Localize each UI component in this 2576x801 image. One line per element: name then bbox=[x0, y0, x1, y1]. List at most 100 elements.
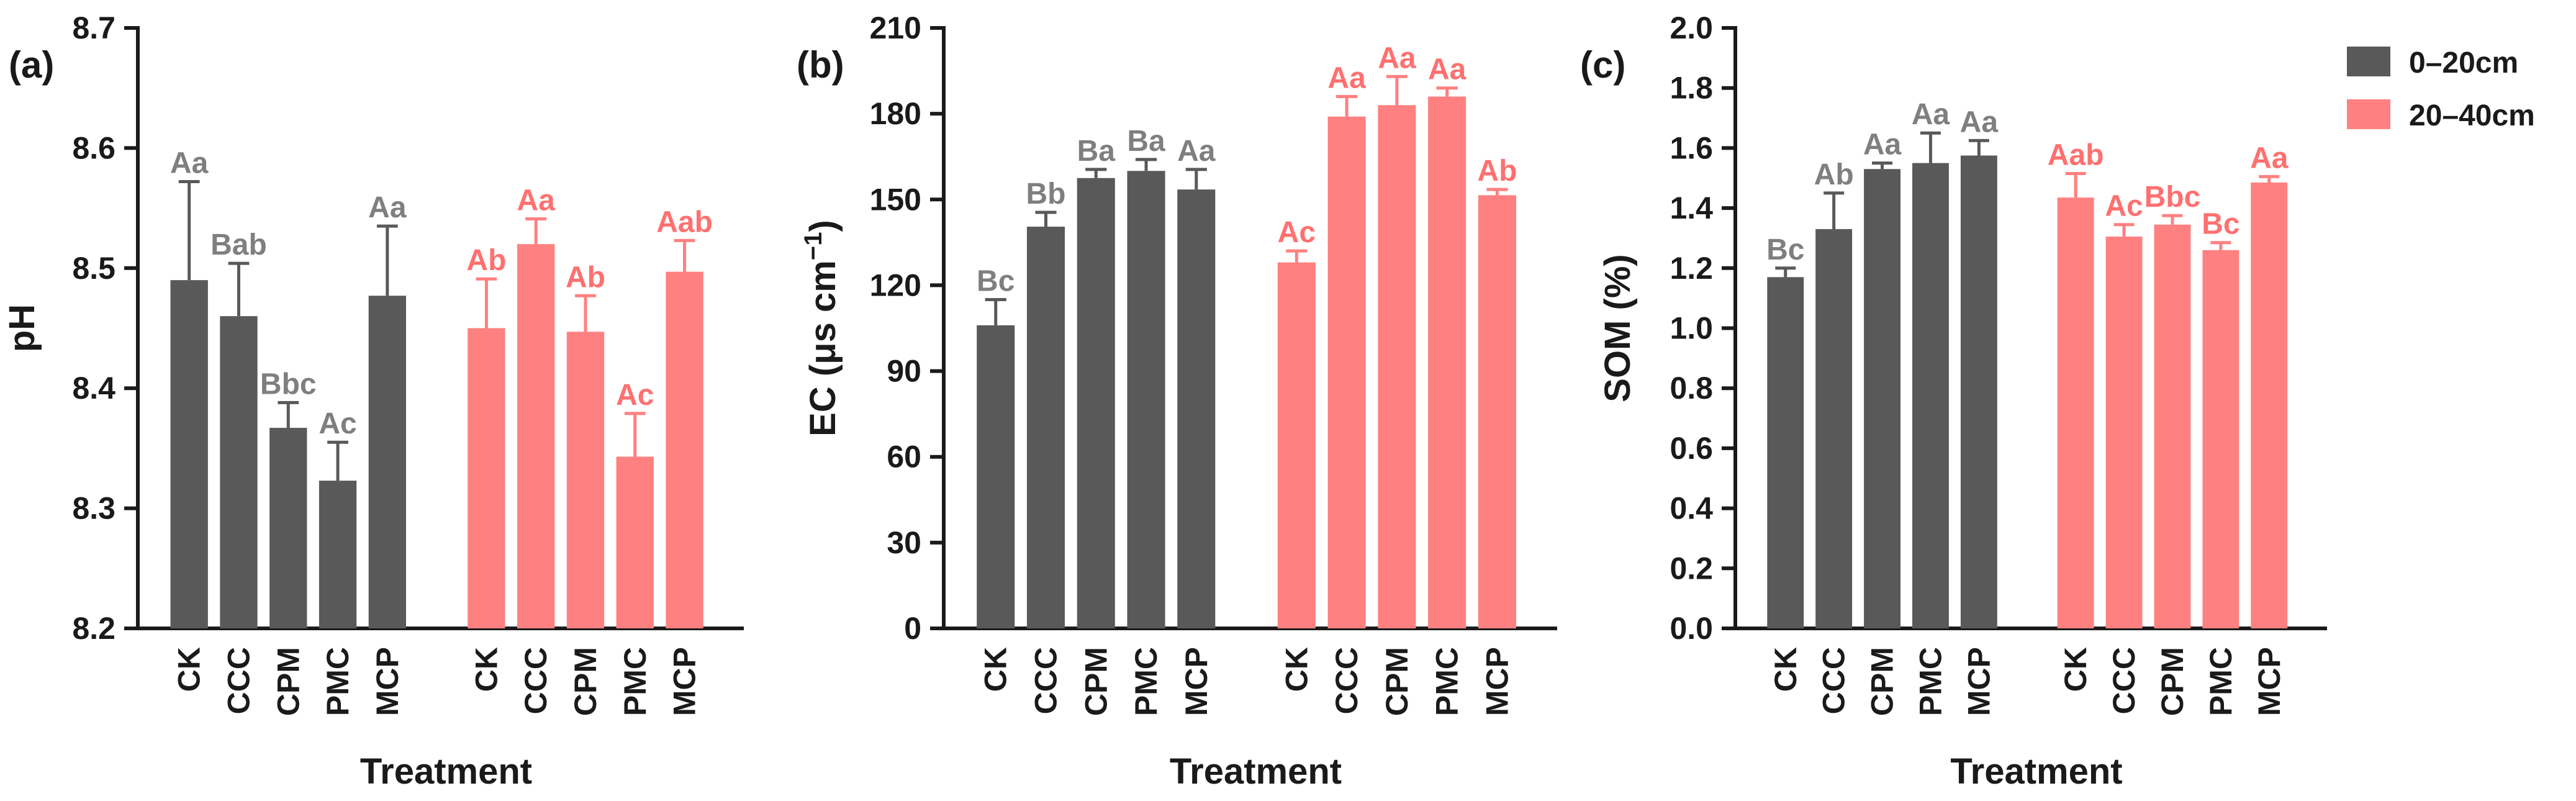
y-tick-label: 8.6 bbox=[72, 130, 115, 165]
y-tick-label: 1.2 bbox=[1670, 251, 1713, 286]
significance-label: Ac bbox=[319, 407, 356, 440]
significance-label: Ab bbox=[1477, 155, 1517, 188]
bar bbox=[1026, 227, 1065, 628]
category-label: PMC bbox=[1430, 647, 1465, 716]
y-tick-label: 0.6 bbox=[1670, 431, 1713, 466]
significance-label: Aa bbox=[170, 147, 209, 180]
chart-panel-1: (a) 8.2 8.3 8.4 8.5 8.6 8.7 pH Treatment Aa CK Bab C… bbox=[2, 11, 744, 792]
bar bbox=[1177, 189, 1216, 628]
bar bbox=[616, 456, 654, 628]
y-tick-label: 1.8 bbox=[1670, 71, 1713, 106]
y-tick-label: 0.2 bbox=[1670, 551, 1713, 586]
significance-label: Bab bbox=[210, 229, 267, 261]
bar bbox=[517, 244, 555, 628]
bar bbox=[1277, 262, 1316, 629]
bar bbox=[319, 481, 357, 628]
category-label: CPM bbox=[271, 647, 305, 716]
category-label: MCP bbox=[2252, 647, 2287, 716]
bar bbox=[1912, 163, 1949, 628]
y-tick-label: 8.4 bbox=[72, 371, 115, 405]
y-tick-label: 210 bbox=[870, 11, 921, 45]
y-tick-label: 1.6 bbox=[1670, 130, 1713, 165]
category-label: PMC bbox=[1129, 647, 1164, 716]
bar bbox=[170, 280, 208, 628]
category-label: PMC bbox=[320, 647, 355, 716]
category-label: CK bbox=[469, 647, 504, 692]
category-label: MCP bbox=[1179, 647, 1214, 716]
x-axis-title: Treatment bbox=[360, 751, 532, 792]
category-label: CPM bbox=[1865, 647, 1900, 716]
bar bbox=[1960, 155, 1997, 629]
panel-label: (a) bbox=[9, 44, 54, 86]
category-label: CK bbox=[172, 647, 207, 692]
bar bbox=[2202, 250, 2239, 628]
y-tick-label: 150 bbox=[870, 182, 921, 217]
bar bbox=[1077, 178, 1115, 628]
significance-label: Aa bbox=[1428, 53, 1467, 86]
chart-panel-3: (c) 0.0 0.2 0.4 0.6 0.8 1.0 1.2 1.4 1.6 1.8 2.0 SOM … bbox=[1580, 11, 2327, 792]
significance-label: Bc bbox=[2202, 208, 2239, 241]
category-label: MCP bbox=[667, 647, 702, 716]
category-label: CCC bbox=[1329, 647, 1364, 714]
significance-label: Aa bbox=[1912, 98, 1950, 131]
legend-label-0-20cm: 0–20cm bbox=[2409, 47, 2518, 79]
category-label: MCP bbox=[370, 647, 405, 716]
significance-label: Ac bbox=[2105, 190, 2143, 223]
y-tick-label: 180 bbox=[870, 96, 921, 131]
x-axis-title: Treatment bbox=[1170, 751, 1342, 792]
bar bbox=[1815, 229, 1853, 628]
legend-label-20-40cm: 20–40cm bbox=[2409, 99, 2535, 132]
bar bbox=[977, 325, 1015, 628]
significance-label: Aa bbox=[1327, 62, 1366, 95]
significance-label: Ac bbox=[616, 379, 654, 412]
category-label: CK bbox=[1768, 647, 1803, 692]
significance-label: Bbc bbox=[2144, 181, 2201, 214]
bar bbox=[1428, 96, 1467, 628]
bar bbox=[269, 428, 307, 628]
legend-swatch-20-40cm bbox=[2347, 99, 2390, 129]
y-tick-label: 0.8 bbox=[1670, 371, 1713, 405]
y-tick-label: 60 bbox=[887, 440, 921, 474]
legend: 0–20cm 20–40cm bbox=[2347, 47, 2535, 132]
category-label: CCC bbox=[2107, 647, 2141, 714]
significance-label: Aab bbox=[656, 206, 713, 238]
y-axis-title: EC (μs cm−1) bbox=[800, 220, 843, 437]
y-tick-label: 8.2 bbox=[72, 611, 115, 646]
chart-panel-2: (b) 0 30 60 90 120 150 180 210 EC (μs cm−1) Treatm… bbox=[797, 11, 1557, 792]
y-tick-label: 1.4 bbox=[1670, 191, 1713, 225]
significance-label: Aa bbox=[1960, 106, 1999, 138]
y-tick-label: 0.0 bbox=[1670, 611, 1713, 646]
x-axis-title: Treatment bbox=[1950, 751, 2122, 792]
significance-label: Ba bbox=[1127, 125, 1165, 158]
y-axis-title: SOM (%) bbox=[1598, 254, 1638, 402]
y-tick-label: 0 bbox=[904, 611, 921, 646]
bar bbox=[666, 271, 703, 628]
significance-label: Ab bbox=[1814, 158, 1854, 191]
significance-label: Aa bbox=[2250, 142, 2289, 174]
significance-label: Aa bbox=[1378, 42, 1416, 75]
significance-label: Ba bbox=[1077, 135, 1116, 168]
y-tick-label: 1.0 bbox=[1670, 311, 1713, 346]
bar bbox=[2154, 224, 2191, 628]
bar bbox=[1378, 105, 1416, 629]
significance-label: Ac bbox=[1278, 216, 1316, 249]
significance-label: Bc bbox=[1766, 233, 1804, 266]
category-label: CPM bbox=[1078, 647, 1113, 716]
y-tick-label: 0.4 bbox=[1670, 491, 1713, 526]
category-label: PMC bbox=[2203, 647, 2238, 716]
y-tick-label: 8.3 bbox=[72, 491, 115, 526]
category-label: CCC bbox=[1817, 647, 1851, 714]
bar bbox=[1864, 169, 1900, 628]
y-axis-title: pH bbox=[2, 304, 42, 352]
category-label: PMC bbox=[618, 647, 653, 716]
y-tick-label: 90 bbox=[887, 354, 921, 389]
significance-label: Aa bbox=[1177, 135, 1216, 168]
category-label: CCC bbox=[518, 647, 553, 714]
bar bbox=[1767, 277, 1804, 628]
bar bbox=[1127, 171, 1165, 628]
significance-label: Bc bbox=[977, 265, 1015, 297]
category-label: MCP bbox=[1480, 647, 1514, 716]
category-label: CCC bbox=[221, 647, 256, 714]
category-label: MCP bbox=[1961, 647, 1996, 716]
